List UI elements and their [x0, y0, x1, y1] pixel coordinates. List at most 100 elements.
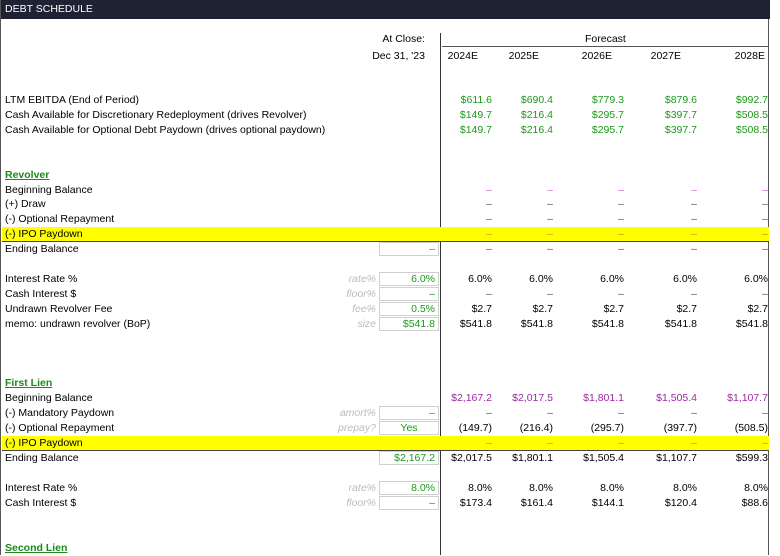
revolver-draw-row[interactable]: (+) Draw – – – – –: [2, 197, 769, 212]
cell-2028[interactable]: $508.5: [735, 124, 768, 136]
first-lien-beginning-balance-row[interactable]: Beginning Balance $2,167.2 $2,017.5 $1,8…: [2, 391, 769, 406]
cell-2025[interactable]: –: [547, 243, 553, 255]
summary-row-cash-paydown[interactable]: Cash Available for Optional Debt Paydown…: [2, 123, 769, 138]
cell-2026[interactable]: –: [618, 407, 624, 419]
fee-input[interactable]: 0.5%: [379, 302, 439, 316]
cell-2024[interactable]: $2,017.5: [451, 452, 492, 464]
cell-2027[interactable]: $397.7: [664, 124, 697, 136]
cell-2027[interactable]: –: [691, 288, 697, 300]
cell-2025[interactable]: (216.4): [519, 422, 553, 434]
cell-2026[interactable]: 8.0%: [600, 482, 624, 494]
cell-2024[interactable]: $149.7: [459, 109, 492, 121]
cell-2026[interactable]: (295.7): [590, 422, 624, 434]
cell-2027[interactable]: $879.6: [664, 94, 697, 106]
prepay-input[interactable]: Yes: [379, 421, 439, 435]
cell-2027[interactable]: $541.8: [664, 318, 697, 330]
cell-2026[interactable]: –: [618, 213, 624, 225]
revolver-beginning-balance-row[interactable]: Beginning Balance – – – – –: [2, 183, 769, 198]
cell-2026[interactable]: –: [618, 198, 624, 210]
cell-2028[interactable]: –: [762, 243, 768, 255]
revolver-cash-interest-row[interactable]: Cash Interest $ floor% – – – – – –: [2, 287, 769, 302]
cell-2024[interactable]: –: [486, 243, 492, 255]
first-lien-interest-rate-row[interactable]: Interest Rate % rate% 8.0% 8.0% 8.0% 8.0…: [2, 481, 769, 496]
cell-2026[interactable]: $541.8: [591, 318, 624, 330]
cell-2024[interactable]: 8.0%: [468, 482, 492, 494]
cell-2024[interactable]: –: [486, 407, 492, 419]
first-lien-mandatory-paydown-row[interactable]: (-) Mandatory Paydown amort% – – – – – –: [2, 406, 769, 421]
revolver-ipo-paydown-row[interactable]: (-) IPO Paydown – – – – –: [2, 227, 769, 242]
cell-2028[interactable]: $541.8: [735, 318, 768, 330]
cell-2026[interactable]: –: [618, 243, 624, 255]
cell-2027[interactable]: –: [691, 228, 697, 240]
rate-input[interactable]: 8.0%: [379, 481, 439, 495]
cell-2028[interactable]: –: [762, 198, 768, 210]
first-lien-cash-interest-row[interactable]: Cash Interest $ floor% – $173.4 $161.4 $…: [2, 496, 769, 511]
floor-input[interactable]: –: [379, 287, 439, 301]
cell-2027[interactable]: $1,505.4: [656, 392, 697, 404]
cell-2025[interactable]: –: [547, 407, 553, 419]
revolver-interest-rate-row[interactable]: Interest Rate % rate% 6.0% 6.0% 6.0% 6.0…: [2, 272, 769, 287]
floor-input[interactable]: –: [379, 496, 439, 510]
cell-2026[interactable]: –: [618, 437, 624, 449]
revolver-ending-balance-row[interactable]: Ending Balance – – – – – –: [2, 242, 769, 257]
cell-2028[interactable]: $1,107.7: [727, 392, 768, 404]
rate-input[interactable]: 6.0%: [379, 272, 439, 286]
cell-2024[interactable]: –: [486, 437, 492, 449]
cell-2027[interactable]: –: [691, 243, 697, 255]
cell-2028[interactable]: $508.5: [735, 109, 768, 121]
cell-2027[interactable]: –: [691, 437, 697, 449]
cell-2025[interactable]: $1,801.1: [512, 452, 553, 464]
cell-2028[interactable]: –: [762, 288, 768, 300]
summary-row-cash-redeploy[interactable]: Cash Available for Discretionary Redeplo…: [2, 108, 769, 123]
cell-2025[interactable]: –: [547, 228, 553, 240]
cell-2027[interactable]: –: [691, 198, 697, 210]
cell-2026[interactable]: $144.1: [591, 497, 624, 509]
cell-2028[interactable]: (508.5): [734, 422, 768, 434]
cell-2025[interactable]: $216.4: [520, 124, 553, 136]
cell-2025[interactable]: –: [547, 184, 553, 196]
revolver-memo-undrawn-row[interactable]: memo: undrawn revolver (BoP) size $541.8…: [2, 317, 769, 332]
cell-2028[interactable]: –: [762, 407, 768, 419]
cell-2024[interactable]: $173.4: [459, 497, 492, 509]
cell-2026[interactable]: –: [618, 184, 624, 196]
cell-2028[interactable]: –: [762, 213, 768, 225]
close-input[interactable]: –: [379, 242, 439, 256]
cell-2026[interactable]: $779.3: [591, 94, 624, 106]
cell-2024[interactable]: $611.6: [460, 94, 492, 106]
cell-2026[interactable]: –: [618, 228, 624, 240]
cell-2024[interactable]: –: [486, 228, 492, 240]
cell-2026[interactable]: $1,505.4: [583, 452, 624, 464]
cell-2025[interactable]: –: [547, 288, 553, 300]
cell-2025[interactable]: $541.8: [520, 318, 553, 330]
cell-2028[interactable]: –: [762, 184, 768, 196]
size-input[interactable]: $541.8: [379, 317, 439, 331]
cell-2025[interactable]: 8.0%: [529, 482, 553, 494]
cell-2024[interactable]: –: [486, 213, 492, 225]
cell-2028[interactable]: 6.0%: [744, 273, 768, 285]
cell-2028[interactable]: –: [762, 228, 768, 240]
cell-2024[interactable]: $2.7: [471, 303, 492, 315]
cell-2024[interactable]: (149.7): [458, 422, 492, 434]
cell-2024[interactable]: –: [486, 288, 492, 300]
close-input[interactable]: $2,167.2: [379, 451, 439, 465]
cell-2026[interactable]: $295.7: [591, 124, 624, 136]
cell-2027[interactable]: $397.7: [664, 109, 697, 121]
cell-2027[interactable]: –: [691, 213, 697, 225]
cell-2028[interactable]: –: [762, 437, 768, 449]
revolver-undrawn-fee-row[interactable]: Undrawn Revolver Fee fee% 0.5% $2.7 $2.7…: [2, 302, 769, 317]
cell-2027[interactable]: –: [691, 407, 697, 419]
cell-2025[interactable]: –: [547, 198, 553, 210]
cell-2025[interactable]: $2,017.5: [512, 392, 553, 404]
cell-2024[interactable]: –: [486, 184, 492, 196]
cell-2027[interactable]: 8.0%: [673, 482, 697, 494]
cell-2026[interactable]: $2.7: [603, 303, 624, 315]
cell-2024[interactable]: $2,167.2: [451, 392, 492, 404]
cell-2025[interactable]: –: [547, 437, 553, 449]
cell-2025[interactable]: –: [547, 213, 553, 225]
cell-2024[interactable]: –: [486, 198, 492, 210]
first-lien-ipo-paydown-row[interactable]: (-) IPO Paydown – – – – –: [2, 436, 769, 451]
cell-2026[interactable]: $295.7: [591, 109, 624, 121]
cell-2024[interactable]: $541.8: [459, 318, 492, 330]
cell-2027[interactable]: 6.0%: [673, 273, 697, 285]
cell-2027[interactable]: $2.7: [676, 303, 697, 315]
